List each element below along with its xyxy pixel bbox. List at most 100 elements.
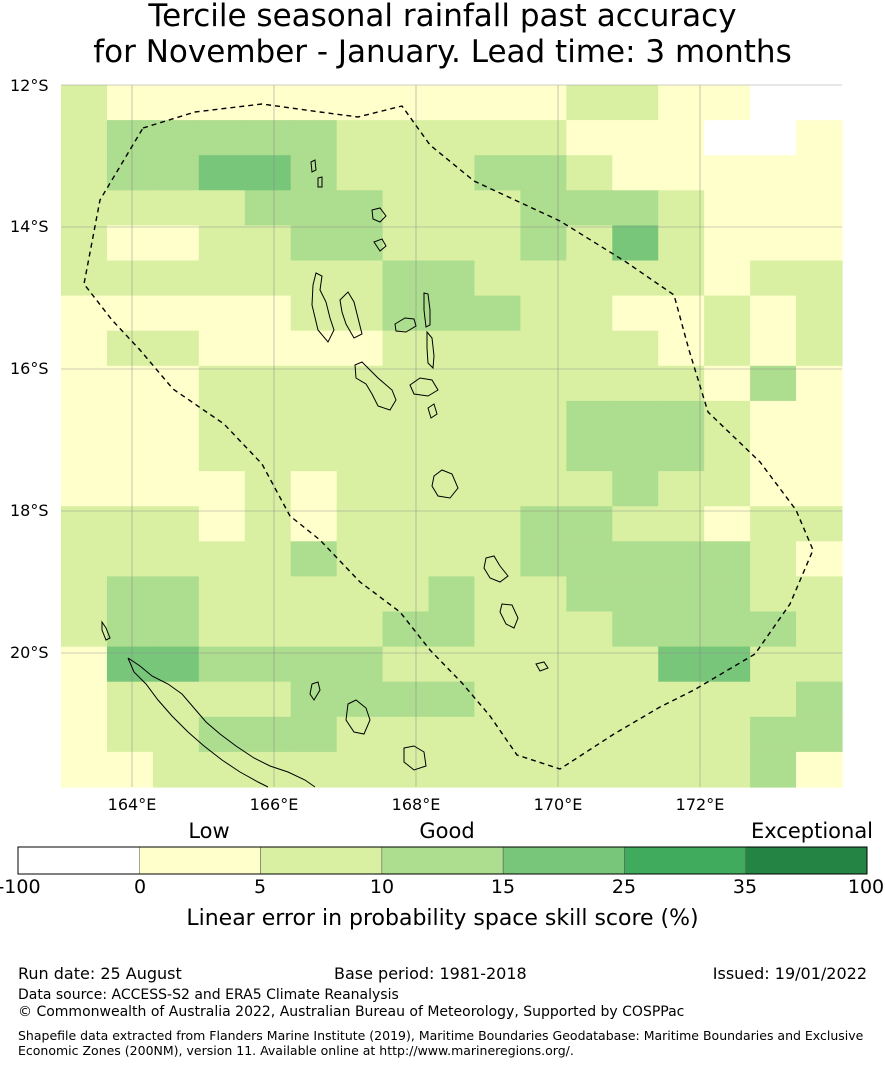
grid-cell — [750, 506, 797, 542]
colorbar-tick-5: 5 — [253, 876, 267, 898]
grid-cell — [152, 506, 200, 542]
grid-cell — [566, 716, 613, 753]
grid-cell — [750, 225, 797, 262]
grid-cell — [658, 190, 705, 226]
grid-cell — [796, 85, 843, 121]
grid-cell — [61, 471, 108, 507]
grid-cell — [612, 436, 659, 472]
grid-cell — [61, 190, 108, 226]
lon-label-166e: 166°E — [249, 795, 299, 814]
grid-cell — [152, 576, 200, 613]
lon-label-164e: 164°E — [107, 795, 157, 814]
grid-cell — [612, 330, 659, 367]
grid-cell — [612, 190, 659, 226]
grid-cell — [474, 365, 522, 402]
malo-island — [339, 291, 363, 339]
grid-cell — [612, 120, 659, 156]
grid-cell — [428, 576, 476, 613]
grid-cell — [566, 155, 613, 191]
malekula-island — [354, 361, 397, 411]
grid-cell — [61, 716, 108, 753]
grid-cell — [244, 576, 292, 613]
grid-cell — [750, 260, 797, 297]
ambae-island — [394, 317, 417, 333]
grid-cell — [106, 330, 154, 367]
grid-cell — [61, 681, 108, 718]
grid-cell — [612, 471, 659, 507]
grid-cell — [290, 190, 338, 226]
grid-cell — [152, 260, 200, 297]
grid-cell — [290, 365, 338, 402]
grid-cell — [474, 506, 522, 542]
grid-cell — [474, 225, 522, 262]
grid-cell — [658, 646, 705, 683]
grid-cell — [612, 260, 659, 297]
grid-cell — [566, 611, 613, 648]
grid-cell — [658, 120, 705, 156]
grid-cell — [428, 400, 476, 437]
grid-cell — [106, 190, 154, 226]
grid-cell — [152, 295, 200, 332]
run-date: Run date: 25 August — [18, 964, 182, 983]
grid-cell — [106, 85, 154, 121]
new-caledonia-mainland — [127, 657, 316, 788]
grid-cell — [520, 646, 567, 683]
map-title-line-2: for November - January. Lead time: 3 mon… — [93, 34, 792, 70]
grid-cell — [106, 295, 154, 332]
grid-cell — [106, 471, 154, 507]
grid-cell — [290, 400, 338, 437]
grid-cell — [750, 295, 797, 332]
grid-cell — [290, 225, 338, 262]
grid-cell — [290, 751, 338, 788]
lat-label-20s: 20°S — [10, 643, 49, 662]
grid-cell — [61, 365, 108, 402]
grid-cell — [612, 541, 659, 577]
grid-cell — [382, 646, 430, 683]
grid-cell — [750, 190, 797, 226]
grid-cell — [290, 611, 338, 648]
vanua-lava-island — [373, 238, 387, 252]
grid-cell — [290, 260, 338, 297]
grid-cell — [704, 120, 751, 156]
lon-label-172e: 172°E — [675, 795, 725, 814]
grid-cell — [152, 190, 200, 226]
colorbar-category-good: Good — [419, 819, 475, 843]
skill-grid-cells — [61, 85, 843, 788]
grid-cell — [750, 365, 797, 402]
grid-cell — [244, 506, 292, 542]
grid-cell — [244, 716, 292, 753]
grid-cell — [336, 541, 384, 577]
grid-cell — [382, 295, 430, 332]
grid-cell — [198, 190, 246, 226]
grid-cell — [428, 330, 476, 367]
grid-cell — [336, 155, 384, 191]
loyalty-island-ouvea — [309, 681, 321, 701]
grid-cell — [520, 751, 567, 788]
grid-cell — [290, 155, 338, 191]
colorbar-frame — [17, 846, 868, 875]
grid-cell — [244, 541, 292, 577]
grid-cell — [428, 716, 476, 753]
grid-cell — [336, 330, 384, 367]
coastlines — [101, 159, 549, 788]
grid-cell — [244, 155, 292, 191]
grid-cell — [612, 506, 659, 542]
grid-cell — [152, 716, 200, 753]
grid-cell — [61, 330, 108, 367]
grid-cell — [428, 611, 476, 648]
grid-cell — [106, 646, 154, 683]
skill-map — [61, 84, 843, 788]
grid-cell — [61, 576, 108, 613]
grid-cell — [61, 295, 108, 332]
grid-cell — [336, 611, 384, 648]
grid-cell — [244, 751, 292, 788]
grid-cell — [704, 681, 751, 718]
copyright-notice: © Commonwealth of Australia 2022, Austra… — [18, 1004, 685, 1020]
grid-cell — [244, 400, 292, 437]
grid-cell — [336, 681, 384, 718]
grid-cell — [566, 330, 613, 367]
grid-cell — [796, 436, 843, 472]
grid-cell — [382, 541, 430, 577]
grid-cell — [152, 400, 200, 437]
grid-cell — [382, 751, 430, 788]
